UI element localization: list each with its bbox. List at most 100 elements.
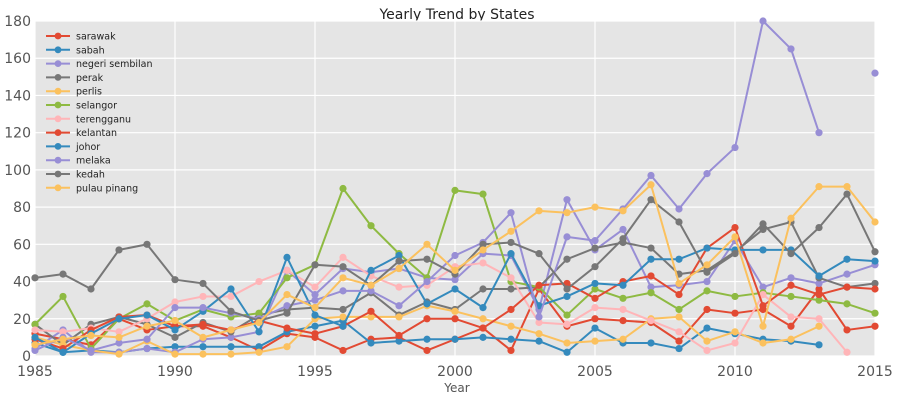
data-point xyxy=(815,272,823,280)
data-point xyxy=(507,227,515,235)
data-point xyxy=(339,274,347,282)
data-point xyxy=(787,250,795,258)
data-point xyxy=(619,305,627,314)
data-point xyxy=(451,307,459,315)
legend-item: kelantan xyxy=(46,128,117,139)
legend-label: kedah xyxy=(76,170,105,181)
data-point xyxy=(367,287,375,295)
data-point xyxy=(479,285,487,293)
legend-label: kelantan xyxy=(76,128,117,139)
data-point xyxy=(591,279,599,288)
legend-marker xyxy=(54,60,62,67)
legend-item: selangor xyxy=(46,101,117,112)
data-point xyxy=(199,333,207,341)
data-point xyxy=(703,287,711,295)
data-point xyxy=(395,331,403,340)
data-point xyxy=(59,348,67,356)
data-point xyxy=(367,222,375,230)
legend-item: melaka xyxy=(46,156,111,167)
data-point xyxy=(843,183,851,191)
data-point xyxy=(339,322,347,330)
series-line xyxy=(34,256,848,353)
data-point xyxy=(31,274,39,282)
data-point xyxy=(171,326,179,334)
data-point xyxy=(563,311,571,319)
data-point xyxy=(143,335,151,343)
data-point xyxy=(591,337,599,345)
data-point xyxy=(283,343,291,351)
data-point xyxy=(591,263,599,271)
data-point xyxy=(787,274,795,282)
data-point xyxy=(871,257,879,265)
tick-labels: 0 20 40 60 80 100 120 140 160 180 1985 1990 1995 2000… xyxy=(4,14,893,380)
data-point xyxy=(479,259,487,267)
data-point xyxy=(619,317,627,325)
data-point xyxy=(675,218,683,226)
data-point xyxy=(311,290,319,299)
data-point xyxy=(199,320,207,328)
data-point xyxy=(647,289,655,297)
data-point xyxy=(535,313,543,321)
data-point xyxy=(535,318,543,327)
data-point xyxy=(395,264,403,273)
data-point xyxy=(563,209,571,217)
data-point xyxy=(871,279,879,288)
data-point xyxy=(395,251,403,260)
legend-item: negeri sembilan xyxy=(46,59,153,70)
data-point xyxy=(479,246,487,254)
data-point xyxy=(143,322,151,330)
data-point xyxy=(255,348,263,356)
data-point xyxy=(311,330,319,338)
data-point xyxy=(815,223,823,232)
data-point xyxy=(87,331,95,340)
data-point xyxy=(199,343,207,351)
legend-marker xyxy=(54,74,62,81)
data-point xyxy=(871,218,879,226)
data-point xyxy=(591,203,599,211)
data-point xyxy=(815,129,823,137)
data-point xyxy=(171,317,179,325)
data-point xyxy=(283,290,291,299)
data-point xyxy=(87,285,95,293)
data-point xyxy=(619,235,627,243)
legend-marker xyxy=(54,87,62,95)
y-tick-label: 160 xyxy=(4,51,31,67)
data-point xyxy=(367,266,375,274)
data-point xyxy=(507,305,515,314)
data-point xyxy=(227,285,235,293)
y-tick-label: 80 xyxy=(13,200,31,216)
data-point xyxy=(703,324,711,332)
data-point xyxy=(563,320,571,328)
data-point xyxy=(731,250,739,258)
data-point xyxy=(619,335,627,343)
data-point xyxy=(591,237,599,245)
data-point xyxy=(843,270,851,278)
data-point xyxy=(759,246,767,254)
data-point xyxy=(311,311,319,319)
data-point xyxy=(283,302,291,310)
data-point xyxy=(535,250,543,258)
legend-item: perlis xyxy=(46,87,102,98)
y-tick-label: 40 xyxy=(13,275,31,291)
data-point xyxy=(395,337,403,345)
data-point xyxy=(283,324,291,332)
data-point xyxy=(283,309,291,317)
data-point xyxy=(815,296,823,304)
data-point xyxy=(143,300,151,308)
data-point xyxy=(563,196,571,204)
data-point xyxy=(703,268,711,276)
data-point xyxy=(675,344,683,353)
data-point xyxy=(815,341,823,349)
data-point xyxy=(171,333,179,341)
data-point xyxy=(199,304,207,312)
data-point xyxy=(647,244,655,252)
data-point xyxy=(115,333,123,341)
legend-label: sabah xyxy=(76,45,105,56)
data-point xyxy=(647,255,655,263)
data-point xyxy=(479,304,487,312)
data-point xyxy=(31,326,39,334)
data-point xyxy=(563,255,571,263)
data-point xyxy=(871,322,879,330)
data-point xyxy=(339,184,347,193)
data-point xyxy=(423,277,431,286)
